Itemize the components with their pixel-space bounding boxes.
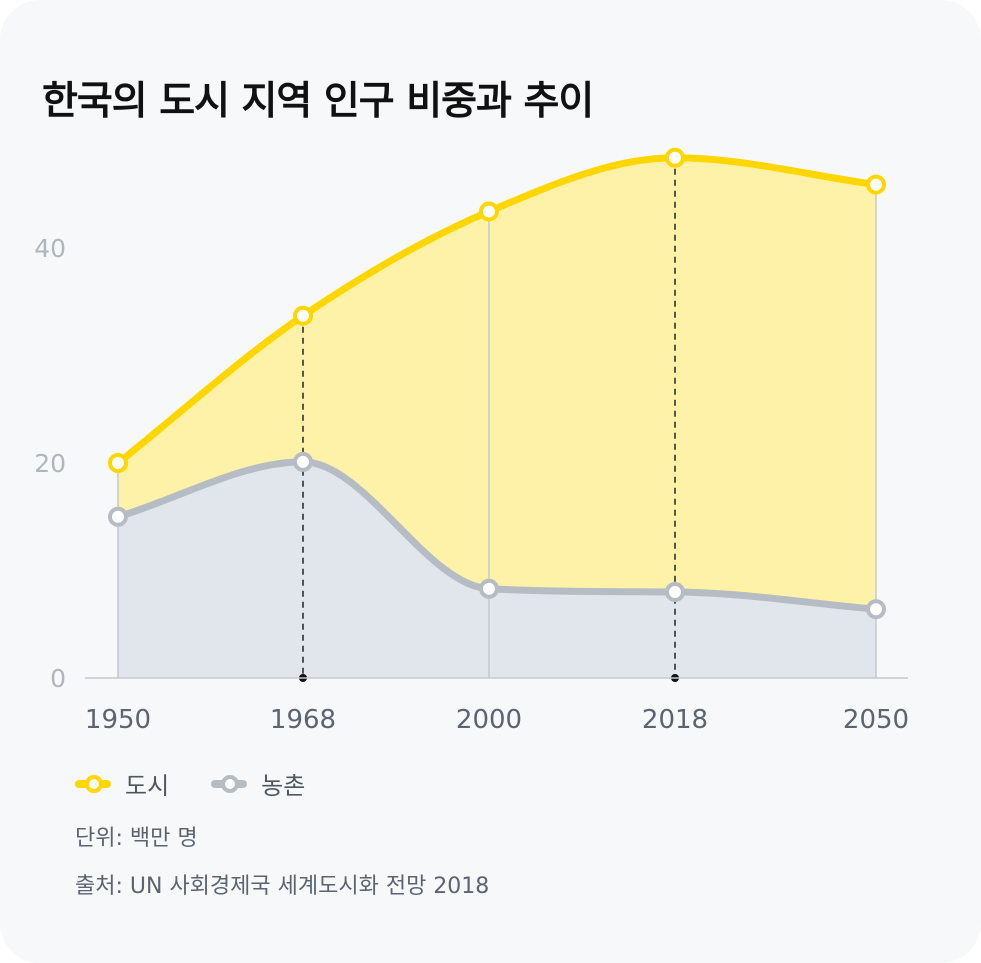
chart-plot: 0 20 40 1950 1968 2000 2018 2050	[34, 147, 909, 735]
legend: 도시 농촌	[75, 766, 333, 801]
x-tick-label: 1950	[85, 705, 151, 735]
data-point-rural-2018	[665, 582, 685, 602]
data-point-urban-2018	[665, 147, 685, 168]
data-point-urban-1950	[108, 453, 128, 473]
legend-swatch-urban	[75, 774, 111, 793]
x-tick-label: 2000	[456, 705, 522, 735]
data-point-rural-1950	[108, 506, 128, 527]
data-point-rural-2000	[479, 578, 499, 599]
x-tick-label: 2018	[642, 705, 708, 735]
data-point-rural-2050	[866, 599, 886, 620]
chart-title: 한국의 도시 지역 인구 비중과 추이	[42, 79, 594, 124]
y-tick-label: 0	[50, 664, 66, 693]
legend-label-urban: 도시	[125, 772, 170, 800]
data-point-urban-1968	[293, 305, 313, 326]
x-tick-label: 1968	[270, 705, 336, 735]
legend-label-rural: 농촌	[261, 772, 306, 800]
rural-area	[118, 461, 876, 678]
legend-swatch-rural	[211, 774, 248, 793]
y-tick-label: 40	[34, 234, 66, 263]
source-note: 출처: UN 사회경제국 세계도시화 전망 2018	[75, 874, 490, 899]
data-point-urban-2050	[866, 174, 886, 195]
urban-area	[118, 157, 876, 610]
y-tick-label: 20	[34, 449, 66, 478]
x-tick-label: 2050	[843, 705, 909, 735]
legend-item-rural: 농촌	[211, 766, 305, 801]
legend-item-urban: 도시	[75, 766, 169, 801]
unit-note: 단위: 백만 명	[75, 826, 198, 851]
data-point-rural-1968	[293, 451, 313, 472]
data-point-urban-2000	[479, 201, 499, 222]
